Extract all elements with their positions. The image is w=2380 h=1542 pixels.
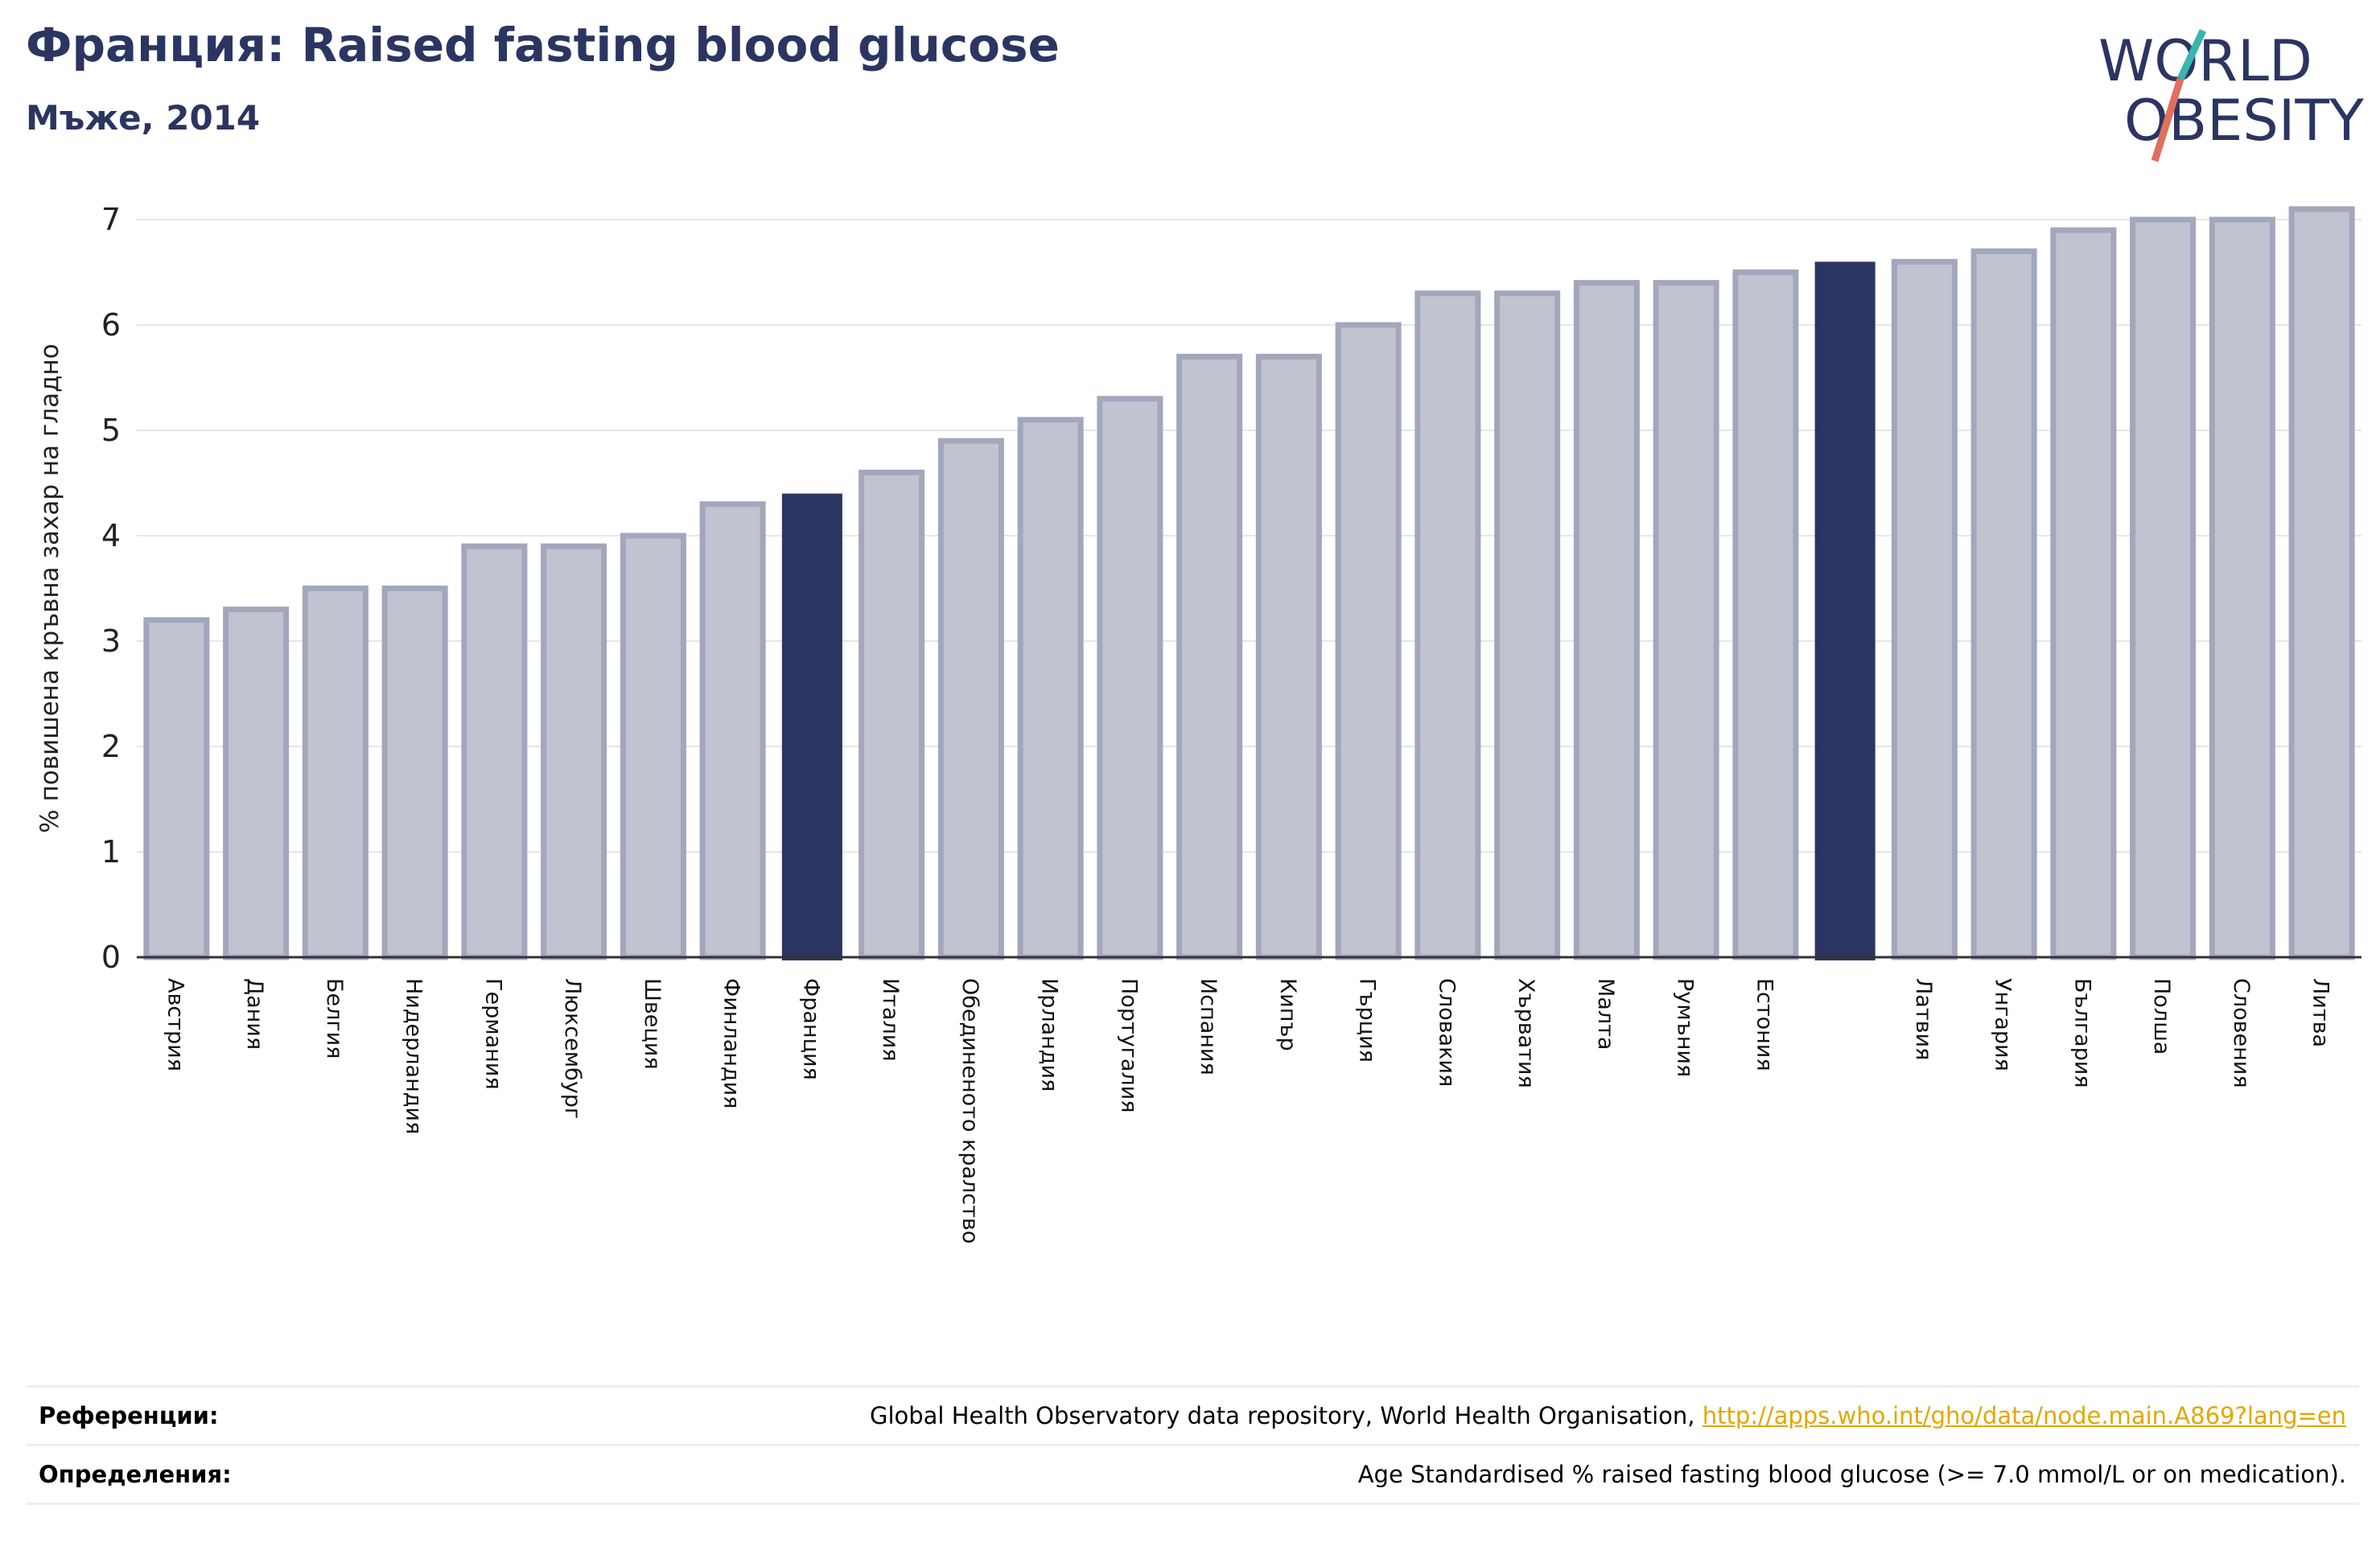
x-tick-label: Словения bbox=[2229, 978, 2254, 1088]
bar bbox=[1732, 269, 1799, 960]
y-tick-label: 2 bbox=[101, 729, 121, 764]
bar bbox=[223, 607, 290, 960]
y-tick-label: 1 bbox=[101, 834, 121, 870]
bar bbox=[1335, 322, 1402, 960]
x-tick-label: Дания bbox=[242, 978, 267, 1050]
x-tick-label: Гърция bbox=[1355, 978, 1380, 1063]
x-tick-label: Литва bbox=[2308, 978, 2333, 1047]
logo-teal-stroke bbox=[2176, 29, 2207, 80]
bar bbox=[1017, 417, 1084, 960]
x-tick-label: Обединеното кралство bbox=[957, 978, 982, 1244]
bar bbox=[143, 617, 210, 960]
bar bbox=[2050, 227, 2117, 960]
logo-red-stroke bbox=[2151, 77, 2184, 162]
x-tick-label: Франция bbox=[798, 978, 823, 1080]
bar bbox=[1414, 290, 1481, 960]
bar bbox=[1494, 290, 1561, 960]
logo-line1: WORLD bbox=[2098, 28, 2312, 94]
x-tick-label: Люксембург bbox=[560, 978, 585, 1119]
bar-highlighted bbox=[781, 493, 842, 960]
bar bbox=[1891, 258, 1958, 960]
definitions-text: Age Standardised % raised fasting blood … bbox=[1357, 1461, 2346, 1488]
bar bbox=[620, 533, 686, 960]
bar bbox=[2288, 206, 2355, 960]
bar bbox=[937, 438, 1004, 960]
bar bbox=[1097, 396, 1163, 960]
bar bbox=[461, 543, 528, 960]
x-tick-label: Германия bbox=[480, 978, 505, 1090]
y-tick-label: 0 bbox=[101, 940, 121, 975]
references-row: Референции: Global Health Observatory da… bbox=[26, 1385, 2359, 1444]
x-tick-label: Швеция bbox=[640, 978, 665, 1070]
definitions-label: Определения: bbox=[39, 1461, 232, 1488]
bar bbox=[381, 586, 448, 960]
x-tick-label: Белгия bbox=[322, 978, 347, 1059]
page-title: Франция: Raised fasting blood glucose bbox=[26, 18, 1060, 72]
x-tick-label: Кипър bbox=[1275, 978, 1300, 1051]
x-tick-label: Унгария bbox=[1991, 978, 2016, 1071]
references-label: Референции: bbox=[39, 1402, 219, 1429]
bar bbox=[2209, 216, 2275, 960]
x-tick-label: България bbox=[2069, 978, 2094, 1088]
y-tick-label: 7 bbox=[101, 202, 121, 237]
bar bbox=[2130, 216, 2197, 960]
x-tick-label: Португалия bbox=[1116, 978, 1141, 1112]
references-table: Референции: Global Health Observatory da… bbox=[26, 1385, 2359, 1505]
y-tick-label: 5 bbox=[101, 413, 121, 448]
x-tick-label: Италия bbox=[878, 978, 903, 1062]
x-tick-label: Испания bbox=[1196, 978, 1221, 1075]
definitions-row: Определения: Age Standardised % raised f… bbox=[26, 1444, 2359, 1505]
page-subtitle: Мъже, 2014 bbox=[26, 98, 261, 138]
bar bbox=[1970, 248, 2037, 960]
bar bbox=[1255, 353, 1322, 960]
bar bbox=[1573, 280, 1640, 960]
x-tick-label: Нидерландия bbox=[401, 978, 426, 1134]
x-tick-label: Австрия bbox=[163, 978, 187, 1071]
references-text: Global Health Observatory data repositor… bbox=[869, 1402, 1703, 1429]
y-tick-label: 3 bbox=[101, 623, 121, 659]
x-tick-label: Хърватия bbox=[1513, 978, 1538, 1088]
y-axis-label: % повишена кръвна захар на гладно bbox=[35, 343, 64, 833]
bar bbox=[699, 501, 766, 960]
references-text-wrap: Global Health Observatory data repositor… bbox=[870, 1402, 2359, 1429]
x-tick-label: Полша bbox=[2149, 978, 2174, 1055]
x-tick-label: Латвия bbox=[1911, 978, 1936, 1060]
world-obesity-logo: WORLD OBESITY bbox=[2098, 28, 2364, 162]
bar bbox=[1653, 280, 1719, 960]
bar bbox=[302, 586, 369, 960]
bar-highlighted bbox=[1814, 261, 1876, 960]
bar bbox=[1176, 353, 1243, 960]
x-tick-label: Словакия bbox=[1434, 978, 1459, 1087]
y-tick-label: 4 bbox=[101, 518, 121, 553]
y-tick-label: 6 bbox=[101, 307, 121, 343]
bar-chart: 0 1 2 3 4 5 6 7 % повишена кръвна захар на гладн… bbox=[35, 202, 2361, 1244]
references-link[interactable]: http://apps.who.int/gho/data/node.main.A… bbox=[1702, 1402, 2346, 1429]
x-tick-label: Финландия bbox=[719, 978, 744, 1108]
x-tick-label: Ирландия bbox=[1037, 978, 1062, 1092]
x-tick-label: Румъния bbox=[1673, 978, 1698, 1077]
bar bbox=[859, 469, 925, 960]
x-tick-label: Малта bbox=[1593, 978, 1618, 1050]
bar bbox=[541, 543, 607, 960]
x-tick-label: Естония bbox=[1752, 978, 1777, 1071]
